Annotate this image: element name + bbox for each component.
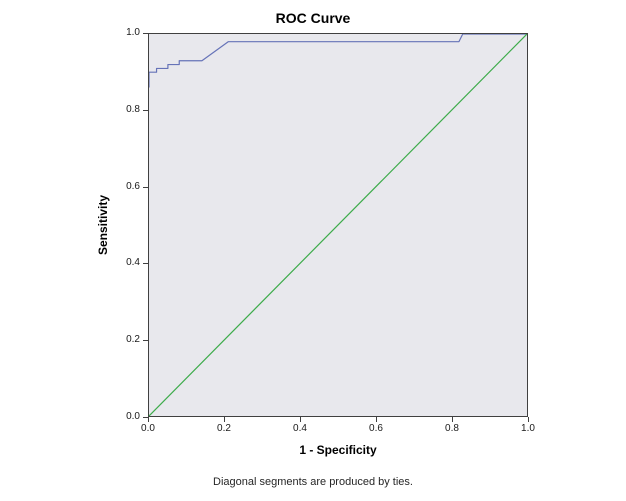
y-tick-label: 0.6 — [126, 180, 140, 192]
x-tick-label: 0.0 — [141, 423, 155, 434]
y-tick-label: 0.0 — [126, 411, 140, 422]
chart-title: ROC Curve — [275, 10, 351, 26]
roc-plot-svg — [149, 34, 527, 416]
x-tick-mark — [528, 417, 529, 422]
x-tick-mark — [376, 417, 377, 422]
y-tick-label: 0.8 — [126, 103, 140, 115]
y-tick-mark — [143, 33, 148, 34]
x-tick-mark — [452, 417, 453, 422]
y-tick-mark — [143, 263, 148, 265]
y-tick-mark — [143, 109, 148, 111]
y-tick-label: 0.2 — [126, 334, 140, 346]
x-tick-label: 0.6 — [369, 423, 383, 434]
roc-curve-line — [149, 34, 527, 88]
x-tick-mark — [224, 417, 225, 422]
x-tick-label: 0.2 — [217, 423, 231, 434]
x-tick-mark — [300, 417, 301, 422]
x-tick-label: 0.4 — [293, 423, 307, 434]
x-tick-mark — [148, 417, 149, 422]
y-axis-title-text: Sensitivity — [96, 194, 110, 256]
x-axis-title: 1 - Specificity — [299, 443, 377, 457]
footnote: Diagonal segments are produced by ties. — [213, 476, 413, 488]
y-tick-mark — [143, 186, 148, 188]
reference-diagonal-line — [149, 34, 527, 416]
x-tick-label: 1.0 — [521, 423, 535, 434]
y-tick-label: 1.0 — [126, 27, 140, 38]
y-tick-label: 0.4 — [126, 257, 140, 269]
y-tick-mark — [143, 417, 148, 418]
x-tick-label: 0.8 — [445, 423, 459, 434]
plot-area — [148, 33, 528, 417]
y-tick-mark — [143, 340, 148, 342]
